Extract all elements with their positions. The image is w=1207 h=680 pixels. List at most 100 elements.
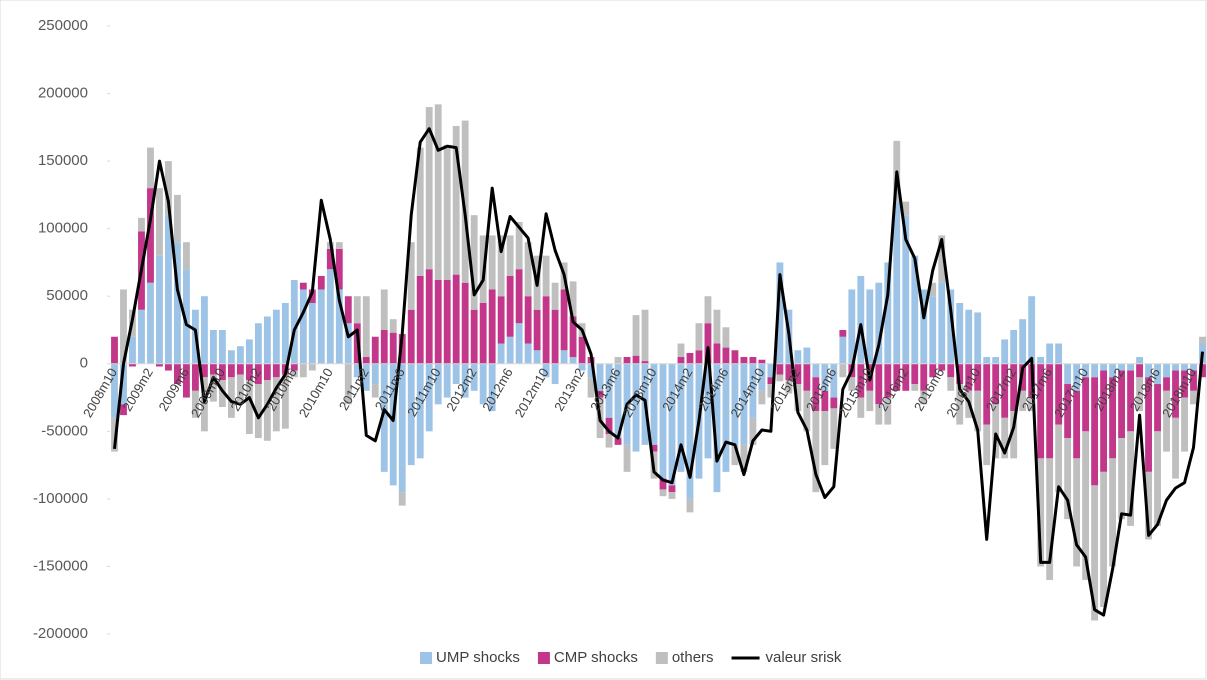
bar — [974, 312, 982, 364]
legend-label: valeur srisk — [766, 649, 842, 666]
bar — [794, 350, 802, 364]
legend-swatch — [655, 652, 668, 664]
bar — [614, 438, 622, 445]
bar — [209, 363, 217, 375]
bar — [992, 357, 1000, 364]
bar — [1154, 363, 1161, 385]
bar — [677, 363, 685, 472]
bar — [686, 363, 694, 499]
bar — [569, 316, 577, 358]
bar — [524, 242, 532, 297]
bar — [111, 336, 118, 364]
bar — [317, 289, 325, 364]
bar — [389, 363, 397, 486]
bar — [740, 363, 748, 445]
bar — [192, 390, 199, 418]
bar — [389, 319, 397, 333]
bar — [974, 390, 982, 432]
bar — [515, 269, 523, 324]
bar — [254, 384, 262, 439]
bar — [416, 363, 424, 459]
bar — [848, 289, 856, 364]
legend-swatch — [420, 652, 432, 664]
bar — [1037, 357, 1045, 364]
bar — [227, 363, 235, 378]
bar — [129, 363, 136, 367]
bar — [371, 336, 379, 364]
bar — [515, 323, 523, 364]
bar — [1073, 390, 1081, 459]
bar — [263, 316, 271, 364]
bar — [470, 215, 478, 310]
bar — [758, 390, 766, 405]
bar — [884, 397, 892, 425]
bar — [147, 188, 154, 283]
bar — [938, 282, 946, 364]
bar — [902, 363, 910, 391]
bar — [1073, 458, 1081, 567]
y-tick-label: -150000 — [33, 557, 88, 574]
bar — [281, 302, 289, 364]
bar — [785, 363, 793, 380]
bar — [650, 363, 658, 445]
bar — [1190, 363, 1197, 371]
bar — [1001, 363, 1009, 418]
bar — [893, 201, 901, 364]
bar — [120, 404, 127, 416]
bar — [1055, 424, 1063, 493]
y-tick-label: 50000 — [46, 287, 88, 304]
bar — [632, 355, 640, 364]
bar — [875, 363, 883, 405]
bar — [551, 282, 559, 310]
legend-label: others — [672, 649, 714, 666]
bar — [776, 374, 784, 382]
bar — [902, 201, 910, 216]
bar — [138, 217, 145, 232]
bar — [174, 194, 181, 243]
bar — [965, 363, 973, 391]
bar — [1181, 397, 1188, 452]
bar — [1127, 370, 1134, 432]
bar — [605, 417, 613, 435]
bar — [272, 377, 280, 432]
bar — [758, 363, 766, 391]
bar — [1172, 417, 1179, 479]
bar — [380, 330, 388, 364]
bar — [560, 289, 568, 351]
bar — [605, 434, 613, 448]
bar — [911, 384, 919, 391]
bar — [947, 377, 955, 391]
bar — [830, 397, 838, 409]
bar — [407, 363, 415, 466]
bar — [183, 363, 190, 398]
bar — [812, 411, 820, 493]
bar — [560, 350, 568, 364]
bar — [209, 374, 217, 402]
bar — [1028, 296, 1036, 364]
bar — [1127, 431, 1134, 526]
y-tick-label: 200000 — [38, 85, 88, 102]
bar — [605, 363, 613, 418]
bar — [434, 104, 442, 281]
bar — [156, 188, 163, 256]
bar — [1154, 431, 1161, 526]
bar — [218, 379, 226, 408]
bar — [1154, 384, 1161, 432]
bar — [245, 379, 253, 435]
bar — [1046, 458, 1054, 580]
bar — [245, 339, 253, 364]
bar — [227, 350, 235, 364]
bar — [263, 363, 271, 380]
bar — [165, 161, 172, 216]
bar — [875, 282, 883, 364]
bar — [1145, 377, 1152, 472]
bar — [1100, 370, 1108, 472]
bar — [1109, 363, 1117, 378]
bar — [174, 363, 181, 385]
bar — [290, 370, 298, 378]
bar — [434, 363, 442, 405]
bar — [866, 390, 874, 412]
bar — [1082, 431, 1090, 580]
bar — [983, 357, 991, 364]
